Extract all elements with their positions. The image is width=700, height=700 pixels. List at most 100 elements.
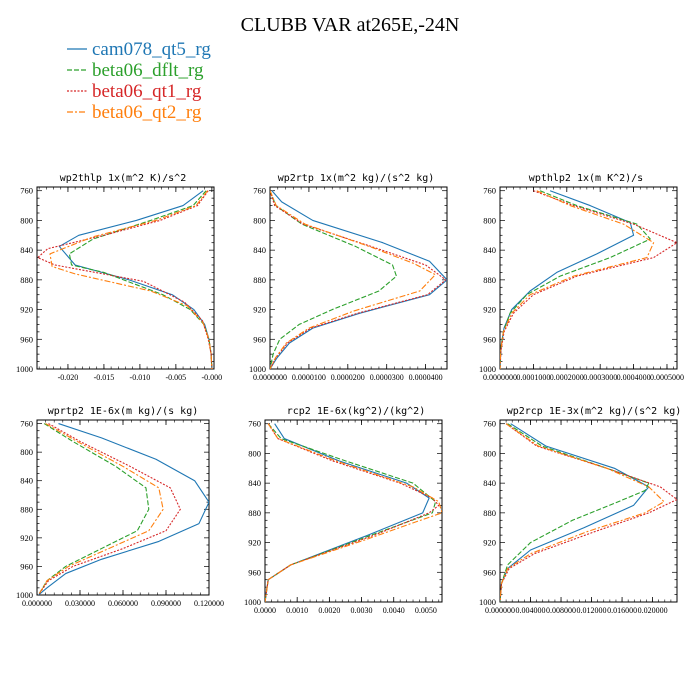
series-line-cam078_qt5_rg [270,190,447,369]
y-tick-label: 840 [248,478,261,488]
series-line-beta06_qt1_rg [37,190,213,369]
legend-entry-1: beta06_dflt_rg [92,60,204,81]
x-tick-label: 0.0020 [318,606,340,615]
x-tick-label: 0.0040 [383,606,405,615]
y-tick-label: 960 [483,567,496,577]
series-line-beta06_qt2_rg [265,423,442,602]
y-tick-label: 800 [483,448,496,458]
y-tick-label: 1000 [249,364,266,374]
series-line-beta06_qt1_rg [37,423,181,595]
series-group [265,423,442,602]
y-tick-label: 880 [253,275,266,285]
x-tick-label: 0.0000100 [292,373,326,382]
x-tick-label: 0.0001000 [516,373,550,382]
series-line-beta06_qt1_rg [270,190,447,369]
series-line-cam078_qt5_rg [500,423,650,602]
y-tick-label: 760 [20,186,33,196]
y-tick-label: 920 [253,305,266,315]
series-line-beta06_qt2_rg [500,423,665,602]
x-tick-label: -0.005 [166,373,187,382]
y-tick-label: 840 [20,476,33,486]
legend: cam078_qt5_rg beta06_dflt_rg beta06_qt1_… [67,39,211,123]
series-line-beta06_qt1_rg [500,190,677,369]
y-tick-label: 880 [20,504,33,514]
y-tick-label: 920 [248,538,261,548]
x-tick-label: 0.0003000 [583,373,617,382]
series-line-beta06_qt2_rg [500,190,655,369]
x-tick-label: 0.0000300 [370,373,404,382]
panel-title: rcp2 1E-6x(kg^2)/(kg^2) [287,406,425,417]
x-tick-label: 0.090000 [151,599,181,608]
y-tick-label: 760 [253,186,266,196]
series-line-beta06_qt2_rg [37,423,164,595]
series-group [500,190,677,369]
plot-frame [264,419,443,603]
y-tick-label: 1000 [16,590,33,600]
y-tick-label: 800 [483,215,496,225]
y-tick-label: 840 [20,245,33,255]
y-tick-label: 800 [20,215,33,225]
x-tick-label: 0.012000 [577,606,607,615]
legend-entry-0: cam078_qt5_rg [92,39,211,60]
panel-title: wp2rtp 1x(m^2 kg)/(s^2 kg) [278,173,435,184]
y-tick-label: 840 [483,245,496,255]
panel-title: wprtp2 1E-6x(m kg)/(s kg) [48,406,199,417]
x-tick-label: 0.004000 [516,606,546,615]
panel-title: wp2thlp 1x(m^2 K)/s^2 [60,173,186,184]
panel-wprtp2: wprtp2 1E-6x(m kg)/(s kg) 760 800 840 880 92… [16,406,224,608]
series-line-beta06_dflt_rg [500,190,651,369]
x-tick-label: 0.016000 [607,606,637,615]
y-tick-label: 1000 [244,597,261,607]
series-line-beta06_dflt_rg [500,423,650,602]
x-tick-label: -0.000 [202,373,223,382]
series-line-cam078_qt5_rg [265,423,430,602]
x-tick-label: -0.010 [130,373,151,382]
legend-entry-2: beta06_qt1_rg [92,81,202,102]
panel-rcp2: rcp2 1E-6x(kg^2)/(kg^2) 760 800 840 880 920 9… [244,406,443,615]
x-tick-label: 0.060000 [108,599,138,608]
x-tick-label: 0.030000 [65,599,95,608]
plot-frame [499,419,678,603]
series-group [37,423,209,595]
y-tick-label: 960 [248,567,261,577]
x-tick-label: 0.0000000 [253,373,287,382]
panel-wpthlp2: wpthlp2 1x(m K^2)/s 760 800 840 880 920 960 10… [479,173,684,382]
series-line-beta06_dflt_rg [68,190,213,369]
plot-frame [269,186,448,370]
x-tick-label: 0.0000 [254,606,276,615]
y-tick-label: 800 [248,448,261,458]
y-tick-label: 960 [20,561,33,571]
x-tick-label: 0.0000200 [331,373,365,382]
x-tick-label: 0.0000000 [483,373,517,382]
x-tick-label: 0.0010 [286,606,308,615]
series-line-beta06_qt1_rg [500,423,677,602]
series-group [500,423,677,602]
plot-frame [499,186,678,370]
legend-entry-3: beta06_qt2_rg [92,102,202,123]
panel-wp2thlp: wp2thlp 1x(m^2 K)/s^2 760 800 840 880 920 960… [16,173,222,382]
y-tick-label: 800 [253,215,266,225]
y-tick-label: 760 [483,186,496,196]
y-tick-label: 840 [483,478,496,488]
y-tick-label: 760 [483,419,496,429]
panel-title: wp2rcp 1E-3x(m^2 kg)/(s^2 kg) [507,406,682,417]
x-tick-label: -0.015 [94,373,115,382]
y-tick-label: 920 [483,305,496,315]
panel-wp2rcp: wp2rcp 1E-3x(m^2 kg)/(s^2 kg) 760 800 840 8… [479,406,681,615]
x-tick-label: 0.000000 [485,606,515,615]
series-line-cam078_qt5_rg [58,190,213,369]
y-tick-label: 960 [20,334,33,344]
x-tick-label: 0.0050 [415,606,437,615]
y-tick-label: 920 [20,305,33,315]
panel-title: wpthlp2 1x(m K^2)/s [529,173,643,184]
panel-wp2rtp: wp2rtp 1x(m^2 kg)/(s^2 kg) 760 800 840 880 9… [249,173,448,382]
x-tick-label: 0.020000 [638,606,668,615]
series-line-beta06_dflt_rg [265,423,437,602]
y-tick-label: 880 [483,508,496,518]
series-group [270,190,447,369]
y-tick-label: 760 [248,419,261,429]
x-tick-label: 0.0005000 [650,373,684,382]
series-line-beta06_dflt_rg [37,423,150,595]
y-tick-label: 920 [483,538,496,548]
